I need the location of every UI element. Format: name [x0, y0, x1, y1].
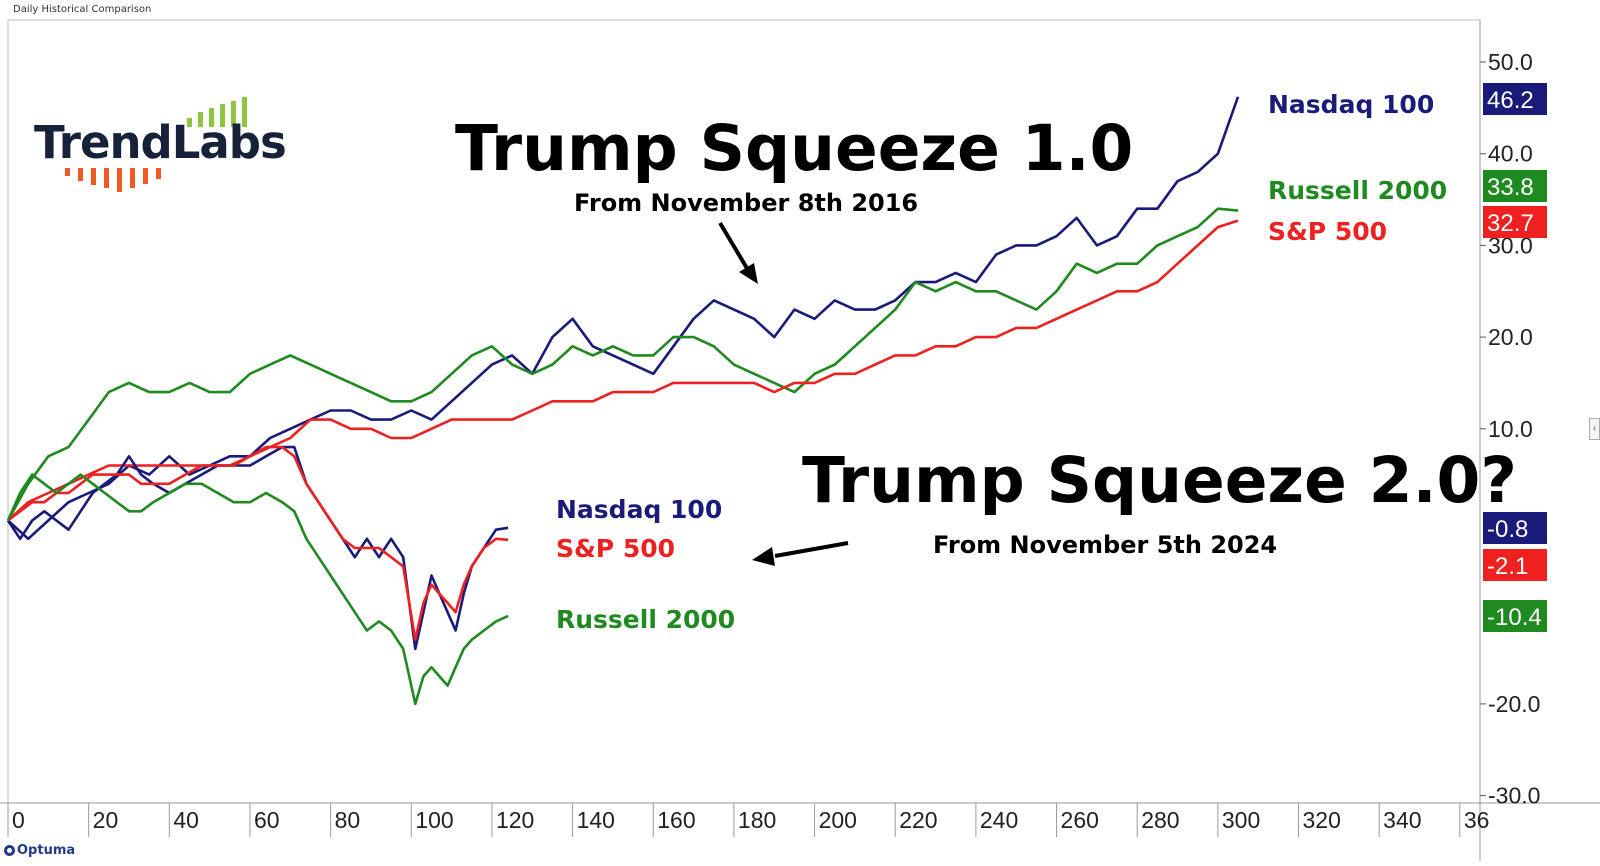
- x-tick-label: 60: [254, 807, 280, 833]
- x-tick-label: 300: [1222, 807, 1260, 833]
- x-tick-label: 200: [819, 807, 857, 833]
- logo-bar-orange: [156, 168, 161, 179]
- y-tick-label: 10.0: [1488, 416, 1533, 442]
- x-tick-label: 180: [738, 807, 776, 833]
- x-tick-label: 240: [980, 807, 1018, 833]
- series-label-2-nasdaq: Nasdaq 100: [556, 495, 722, 524]
- last-value-badge-sp500: -2.1: [1487, 553, 1528, 580]
- logo-bar-green: [187, 118, 192, 127]
- logo-bar-green: [220, 104, 225, 127]
- x-tick-label: 20: [93, 807, 119, 833]
- series-label-2-sp500: S&P 500: [556, 534, 675, 563]
- x-tick-label: 160: [657, 807, 695, 833]
- y-tick-label: 50.0: [1488, 49, 1533, 75]
- series-label-2-russell: Russell 2000: [556, 605, 735, 634]
- last-value-badge-nasdaq: 46.2: [1487, 87, 1534, 114]
- y-tick-label: 20.0: [1488, 324, 1533, 350]
- series-label-1-russell: Russell 2000: [1268, 176, 1447, 205]
- series-line-sp500-2-0: [7, 445, 509, 641]
- annotation-title-2: Trump Squeeze 2.0?: [802, 444, 1517, 517]
- x-axis-strip: [0, 803, 1600, 839]
- x-tick-label: 120: [496, 807, 534, 833]
- x-tick-label: 80: [335, 807, 361, 833]
- logo-wordmark: TrendLabs: [34, 116, 286, 169]
- x-tick-label: 280: [1141, 807, 1179, 833]
- logo-bar-orange: [104, 168, 109, 188]
- x-tick-label: 40: [173, 807, 199, 833]
- y-tick-label: -30.0: [1488, 783, 1540, 809]
- logo-bar-orange: [91, 168, 96, 185]
- logo-bar-green: [231, 101, 236, 127]
- last-value-badge-bg: [1483, 206, 1547, 238]
- annotation-title-1: Trump Squeeze 1.0: [455, 112, 1133, 185]
- annotation-subtitle-2: From November 5th 2024: [933, 531, 1277, 559]
- arrow-1-head: [739, 263, 758, 284]
- last-value-badge-bg: [1483, 549, 1547, 581]
- series-line-russell-2-0: [6, 473, 509, 706]
- x-tick-label: 220: [899, 807, 937, 833]
- optuma-logo-icon: [4, 845, 15, 856]
- x-tick-label: 340: [1383, 807, 1421, 833]
- x-tick-label: 0: [12, 807, 25, 833]
- logo-bar-green: [198, 112, 203, 127]
- arrow-2-shaft: [774, 541, 849, 558]
- x-tick-label: 260: [1061, 807, 1099, 833]
- series-line-nasdaq-1-0: [7, 96, 1240, 541]
- plot-area: [7, 19, 1481, 804]
- last-value-badge-bg: [1483, 600, 1547, 632]
- logo-bar-green: [242, 97, 247, 127]
- logo-bar-orange: [117, 168, 122, 192]
- last-value-badge-bg: [1483, 512, 1547, 544]
- last-value-badge-bg: [1483, 83, 1547, 115]
- collapse-panel-button[interactable]: ‹: [1589, 418, 1600, 440]
- x-tick-label: 140: [577, 807, 615, 833]
- series-label-1-nasdaq: Nasdaq 100: [1268, 90, 1434, 119]
- last-value-badge-bg: [1483, 170, 1547, 202]
- logo-bar-orange: [78, 168, 83, 181]
- x-tick-label: 100: [415, 807, 453, 833]
- x-tick-label: 36: [1464, 807, 1490, 833]
- last-value-badge-nasdaq: -0.8: [1487, 516, 1528, 543]
- annotation-subtitle-1: From November 8th 2016: [574, 189, 918, 217]
- optuma-brand-text: Optuma: [17, 843, 76, 858]
- x-tick-label: 320: [1303, 807, 1341, 833]
- last-value-badge-russell: -10.4: [1487, 604, 1542, 631]
- logo-bar-orange: [143, 168, 148, 184]
- series-line-russell-1-0: [6, 207, 1239, 522]
- logo-bar-orange: [65, 168, 70, 176]
- optuma-brand: Optuma: [4, 843, 75, 858]
- logo-bar-green: [209, 108, 214, 127]
- last-value-badge-russell: 33.8: [1487, 174, 1534, 201]
- chart-window-title: Daily Historical Comparison: [13, 4, 152, 15]
- series-label-1-sp500: S&P 500: [1268, 217, 1387, 246]
- last-value-badge-sp500: 32.7: [1487, 210, 1534, 237]
- y-tick-label: 40.0: [1488, 141, 1533, 167]
- logo-bar-orange: [130, 168, 135, 188]
- arrow-1-shaft: [718, 221, 750, 272]
- arrow-2-head: [752, 547, 775, 566]
- y-tick-label: -20.0: [1488, 691, 1540, 717]
